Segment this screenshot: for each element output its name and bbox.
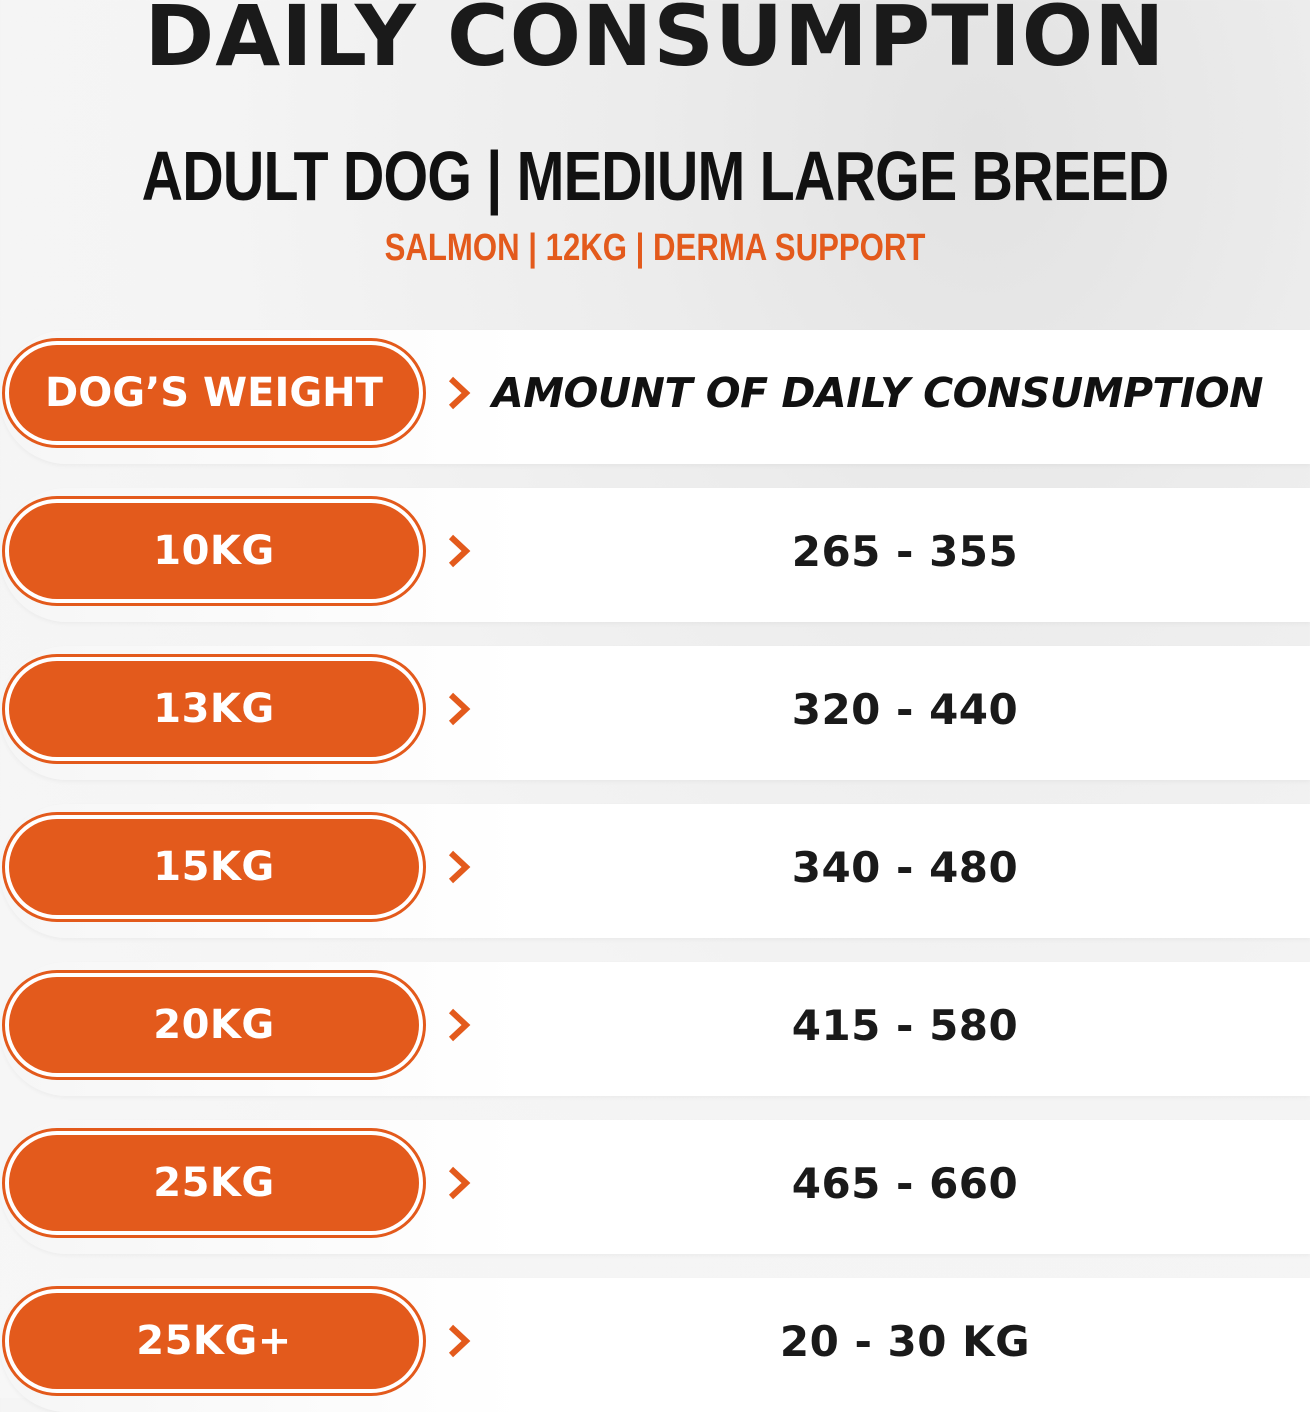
chevron-right-icon <box>448 1008 471 1042</box>
weight-pill: 25KG <box>2 1128 426 1238</box>
chevron-right-icon <box>448 850 471 884</box>
amount-column-header: AMOUNT OF DAILY CONSUMPTION <box>492 369 1263 417</box>
table-row: 10KG 265 - 355 <box>0 488 1310 622</box>
weight-value: 25KG+ <box>9 1293 419 1389</box>
weight-pill: 15KG <box>2 812 426 922</box>
chevron-right-icon <box>448 376 471 410</box>
weight-pill: 25KG+ <box>2 1286 426 1396</box>
weight-value: 13KG <box>9 661 419 757</box>
table-row: 25KG+ 20 - 30 KG <box>0 1278 1310 1412</box>
amount-value: 320 - 440 <box>791 684 1019 734</box>
weight-pill: 20KG <box>2 970 426 1080</box>
amount-value: 265 - 355 <box>791 526 1019 576</box>
table-header-row: DOG’S WEIGHT AMOUNT OF DAILY CONSUMPTION <box>0 330 1310 464</box>
weight-value: 20KG <box>9 977 419 1073</box>
weight-value: 10KG <box>9 503 419 599</box>
weight-column-header: DOG’S WEIGHT <box>9 345 419 441</box>
table-row: 13KG 320 - 440 <box>0 646 1310 780</box>
chevron-right-icon <box>448 534 471 568</box>
product-tagline: SALMON | 12KG | DERMA SUPPORT <box>384 227 926 269</box>
table-row: 20KG 415 - 580 <box>0 962 1310 1096</box>
table-row: 15KG 340 - 480 <box>0 804 1310 938</box>
page-subtitle: ADULT DOG | MEDIUM LARGE BREED <box>141 137 1170 215</box>
chevron-right-icon <box>448 1324 471 1358</box>
weight-value: 25KG <box>9 1135 419 1231</box>
table-row: 25KG 465 - 660 <box>0 1120 1310 1254</box>
amount-value: 465 - 660 <box>791 1158 1019 1208</box>
weight-pill: 13KG <box>2 654 426 764</box>
amount-value: 20 - 30 KG <box>779 1316 1031 1366</box>
amount-value: 340 - 480 <box>791 842 1019 892</box>
page-title: DAILY CONSUMPTION <box>144 0 1166 85</box>
weight-pill: 10KG <box>2 496 426 606</box>
chevron-right-icon <box>448 1166 471 1200</box>
weight-column-pill: DOG’S WEIGHT <box>2 338 426 448</box>
weight-value: 15KG <box>9 819 419 915</box>
amount-value: 415 - 580 <box>791 1000 1019 1050</box>
chevron-right-icon <box>448 692 471 726</box>
